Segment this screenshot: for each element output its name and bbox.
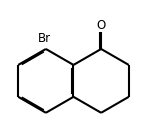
Text: Br: Br	[38, 32, 51, 45]
Text: O: O	[96, 19, 106, 32]
